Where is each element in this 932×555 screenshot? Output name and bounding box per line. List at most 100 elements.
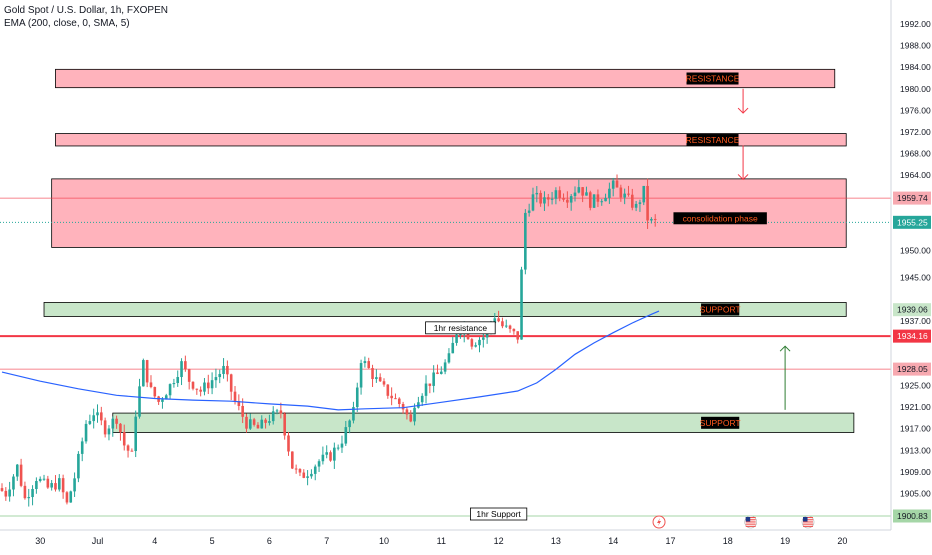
- candle-body[interactable]: [497, 318, 500, 322]
- candle-body[interactable]: [245, 416, 248, 429]
- candle-body[interactable]: [88, 421, 92, 424]
- candle-body[interactable]: [363, 361, 367, 364]
- symbol-title[interactable]: Gold Spot / U.S. Dollar, 1h, FXOPEN: [4, 5, 168, 16]
- candle-body[interactable]: [31, 489, 34, 498]
- candle-body[interactable]: [615, 180, 619, 188]
- candle-body[interactable]: [249, 419, 252, 429]
- candle-body[interactable]: [96, 412, 99, 416]
- candle-body[interactable]: [161, 399, 164, 402]
- candle-body[interactable]: [348, 420, 351, 428]
- candle-body[interactable]: [436, 372, 439, 374]
- candle-body[interactable]: [283, 413, 286, 436]
- candle-body[interactable]: [508, 325, 512, 329]
- candle-body[interactable]: [275, 410, 279, 412]
- candle-body[interactable]: [520, 269, 523, 340]
- candle-body[interactable]: [554, 190, 558, 199]
- zone-support-3[interactable]: [43, 302, 847, 317]
- candle-body[interactable]: [470, 339, 474, 347]
- candle-body[interactable]: [176, 377, 180, 384]
- candle-body[interactable]: [38, 478, 42, 481]
- candle-body[interactable]: [600, 201, 604, 203]
- candle-body[interactable]: [172, 383, 176, 385]
- candle-body[interactable]: [455, 334, 458, 343]
- candle-body[interactable]: [504, 325, 508, 327]
- candle-body[interactable]: [77, 453, 80, 479]
- candle-body[interactable]: [226, 365, 229, 375]
- candle-body[interactable]: [482, 337, 485, 340]
- candle-body[interactable]: [58, 478, 61, 490]
- candle-body[interactable]: [214, 377, 218, 381]
- candle-body[interactable]: [291, 451, 294, 469]
- candle-body[interactable]: [61, 478, 65, 493]
- candle-body[interactable]: [8, 489, 11, 497]
- candle-body[interactable]: [527, 210, 531, 213]
- candle-body[interactable]: [359, 363, 363, 388]
- candle-body[interactable]: [187, 369, 191, 382]
- candle-body[interactable]: [23, 485, 27, 499]
- candle-body[interactable]: [405, 409, 409, 415]
- candle-body[interactable]: [0, 488, 4, 491]
- candle-body[interactable]: [294, 468, 298, 470]
- candle-body[interactable]: [447, 353, 451, 363]
- candle-body[interactable]: [631, 194, 634, 208]
- candle-body[interactable]: [371, 368, 374, 380]
- candle-body[interactable]: [191, 381, 195, 389]
- candle-body[interactable]: [608, 188, 611, 198]
- candle-body[interactable]: [321, 454, 325, 462]
- candle-body[interactable]: [592, 194, 596, 208]
- indicator-title[interactable]: EMA (200, close, 0, SMA, 5): [4, 18, 130, 29]
- candle-body[interactable]: [611, 180, 615, 189]
- candle-body[interactable]: [550, 198, 554, 200]
- candle-body[interactable]: [474, 345, 477, 347]
- candle-body[interactable]: [333, 447, 336, 461]
- candle-body[interactable]: [46, 478, 50, 488]
- candle-body[interactable]: [237, 401, 241, 406]
- candle-body[interactable]: [279, 410, 283, 414]
- candle-body[interactable]: [313, 466, 317, 474]
- candle-body[interactable]: [424, 383, 428, 396]
- candle-body[interactable]: [562, 197, 565, 200]
- zone-resistance-0[interactable]: [55, 68, 836, 89]
- candle-body[interactable]: [69, 491, 73, 503]
- candle-body[interactable]: [566, 199, 569, 203]
- candle-body[interactable]: [134, 416, 137, 452]
- candle-body[interactable]: [604, 197, 607, 202]
- candle-body[interactable]: [306, 476, 309, 478]
- candle-body[interactable]: [340, 443, 344, 448]
- candle-body[interactable]: [531, 194, 535, 211]
- candle-body[interactable]: [130, 450, 134, 452]
- candle-body[interactable]: [443, 362, 447, 372]
- candle-body[interactable]: [325, 452, 328, 455]
- candle-body[interactable]: [103, 420, 107, 435]
- candle-body[interactable]: [378, 377, 382, 382]
- candle-body[interactable]: [535, 192, 539, 195]
- candle-body[interactable]: [199, 389, 202, 392]
- candle-body[interactable]: [210, 380, 214, 389]
- candle-body[interactable]: [138, 386, 141, 417]
- candle-body[interactable]: [195, 388, 199, 390]
- candle-body[interactable]: [107, 428, 111, 435]
- candle-body[interactable]: [634, 203, 638, 208]
- candle-body[interactable]: [287, 435, 290, 452]
- candle-body[interactable]: [111, 418, 115, 429]
- candle-body[interactable]: [516, 331, 519, 340]
- candle-body[interactable]: [115, 418, 118, 424]
- candle-body[interactable]: [264, 419, 267, 423]
- candle-body[interactable]: [428, 383, 432, 386]
- candle-body[interactable]: [390, 395, 393, 399]
- candle-body[interactable]: [149, 382, 153, 388]
- candle-body[interactable]: [19, 464, 23, 486]
- candle-body[interactable]: [164, 395, 168, 400]
- candle-body[interactable]: [42, 478, 46, 480]
- candle-body[interactable]: [229, 374, 233, 392]
- candle-body[interactable]: [302, 472, 306, 478]
- candle-body[interactable]: [413, 407, 416, 422]
- candle-body[interactable]: [478, 339, 481, 346]
- candle-body[interactable]: [577, 187, 581, 193]
- candle-body[interactable]: [142, 360, 145, 387]
- candle-body[interactable]: [336, 447, 340, 449]
- candle-body[interactable]: [638, 202, 642, 204]
- candle-body[interactable]: [569, 196, 573, 203]
- candle-body[interactable]: [80, 441, 84, 454]
